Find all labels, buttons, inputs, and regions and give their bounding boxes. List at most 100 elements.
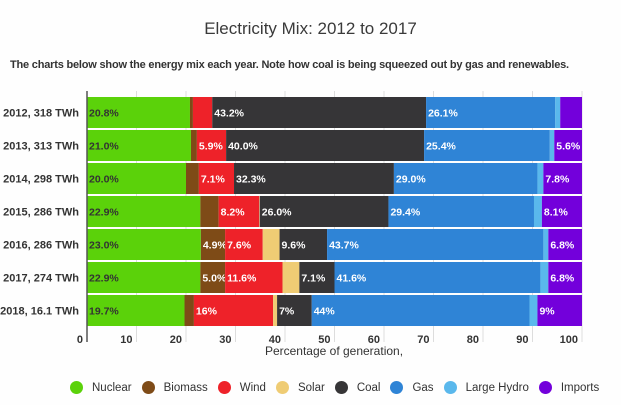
segment-label: 5.6% (556, 141, 581, 153)
bar-segment-coal (259, 196, 389, 227)
segment-label: 8.2% (221, 207, 246, 219)
segment-label: 44% (314, 306, 336, 318)
x-tick-label: 90 (516, 334, 528, 346)
chart-title: Electricity Mix: 2012 to 2017 (204, 19, 417, 38)
segment-label: 20.0% (89, 174, 119, 186)
legend-label: Biomass (163, 381, 208, 394)
bar-segment-large-hydro (555, 97, 561, 128)
segment-label: 16% (196, 306, 218, 318)
x-axis-label: Percentage of generation, (265, 344, 403, 358)
bar-segment-wind (192, 97, 213, 128)
x-tick-label: 100 (560, 334, 578, 346)
bar-segment-imports (554, 130, 582, 161)
bar-segment-nuclear (87, 229, 201, 260)
legend-swatch-icon (538, 381, 552, 394)
bar-row: 22.9% 8.2% 26.0% 29.4% 8.1% (87, 196, 582, 227)
segment-label: 21.0% (89, 141, 119, 153)
bar-segment-wind (218, 196, 260, 227)
bar-segment-coal (234, 163, 394, 194)
bar-segment-large-hydro (529, 295, 538, 326)
bar-segment-solar (262, 229, 280, 260)
bar-row: 22.9% 5.0% 11.6% 7.1% 41.6% 6.8% (87, 262, 582, 293)
bar-segment-biomass (200, 262, 226, 293)
x-axis: 0 10 20 30 40 50 60 70 80 90 100 (77, 91, 578, 346)
bar-segment-coal (212, 97, 427, 128)
legend-item[interactable]: Coal (334, 381, 381, 394)
legend: Nuclear Biomass Wind Solar Coal Gas Large Hydr… (70, 381, 609, 394)
segment-label: 5.9% (199, 141, 224, 153)
segment-label: 8.1% (544, 207, 569, 219)
bar-segment-gas (388, 196, 534, 227)
bar-segment-solar (282, 262, 300, 293)
bar-segment-imports (548, 229, 582, 260)
bar-row: 23.0% 4.9% 7.6% 9.6% 43.7% 6.8% (87, 229, 582, 260)
segment-label: 32.3% (236, 174, 266, 186)
segment-label: 7.8% (545, 174, 570, 186)
bar-segment-large-hydro (543, 229, 549, 260)
segment-label: 25.4% (426, 141, 456, 153)
segment-label: 29.4% (390, 207, 420, 219)
x-tick-label: 10 (120, 334, 132, 346)
segment-label: 6.8% (550, 273, 575, 285)
bar-segment-wind (198, 163, 235, 194)
legend-item[interactable]: Large Hydro (443, 381, 529, 394)
bar-segment-coal (299, 262, 335, 293)
bar-segment-gas (311, 295, 530, 326)
bar-segment-large-hydro (533, 196, 542, 227)
segment-label: 41.6% (337, 273, 367, 285)
row-label: 2013, 313 TWh (3, 141, 79, 153)
bar-segment-wind (225, 229, 263, 260)
segment-label: 5.0% (202, 273, 227, 285)
legend-item[interactable]: Wind (217, 381, 266, 394)
bar-segment-nuclear (87, 262, 201, 293)
bar-segment-large-hydro (549, 130, 555, 161)
row-labels: 2012, 318 TWh 2013, 313 TWh 2014, 298 TWh 2… (0, 108, 79, 318)
legend-label: Gas (412, 381, 434, 394)
legend-label: Imports (560, 381, 600, 394)
bar-segment-biomass (186, 163, 199, 194)
bar-segment-biomass (190, 130, 197, 161)
row-label: 2017, 274 TWh (3, 273, 79, 285)
legend-swatch-icon (334, 381, 348, 394)
bar-segment-imports (548, 262, 582, 293)
bar-segment-gas (327, 229, 544, 260)
x-tick-label: 50 (318, 334, 330, 346)
segment-label: 19.7% (89, 306, 119, 318)
bar-segment-imports (541, 196, 582, 227)
segment-label: 40.0% (228, 141, 258, 153)
row-label: 2018, 16.1 TWh (0, 306, 79, 318)
segment-label: 23.0% (89, 240, 119, 252)
bar-row: 20.8% 43.2% 26.1% (87, 97, 582, 128)
legend-item[interactable]: Solar (275, 381, 325, 394)
bar-segment-wind (193, 295, 274, 326)
bar-row: 20.0% 7.1% 32.3% 29.0% 7.8% (87, 163, 582, 194)
segment-label: 11.6% (227, 273, 257, 285)
bar-segment-nuclear (87, 130, 191, 161)
legend-swatch-icon (390, 381, 404, 394)
legend-swatch-icon (141, 381, 155, 394)
legend-item[interactable]: Imports (538, 381, 600, 394)
x-tick-label: 0 (77, 334, 83, 346)
segment-label: 6.8% (550, 240, 575, 252)
bars: 20.8% 43.2% 26.1% 21.0% 5.9% 40.0% 25.4% 5.6% 20… (87, 97, 582, 326)
legend-item[interactable]: Biomass (141, 381, 208, 394)
bar-segment-gas (334, 262, 541, 293)
row-label: 2015, 286 TWh (3, 207, 79, 219)
x-tick-label: 60 (368, 334, 380, 346)
bar-segment-nuclear (87, 295, 185, 326)
bar-segment-coal (277, 295, 312, 326)
bar-segment-solar (273, 295, 278, 326)
bar-segment-biomass (184, 295, 194, 326)
bar-segment-imports (560, 97, 582, 128)
segment-label: 9.6% (282, 240, 307, 252)
bar-row: 21.0% 5.9% 40.0% 25.4% 5.6% (87, 130, 582, 161)
bar-segment-gas (424, 130, 550, 161)
legend-item[interactable]: Gas (390, 381, 434, 394)
bar-segment-nuclear (87, 163, 186, 194)
legend-label: Coal (356, 381, 381, 394)
legend-item[interactable]: Nuclear (70, 381, 132, 394)
x-tick-label: 80 (467, 334, 479, 346)
bar-segment-coal (226, 130, 425, 161)
legend-swatch-icon (217, 381, 231, 394)
x-tick-label: 30 (219, 334, 231, 346)
